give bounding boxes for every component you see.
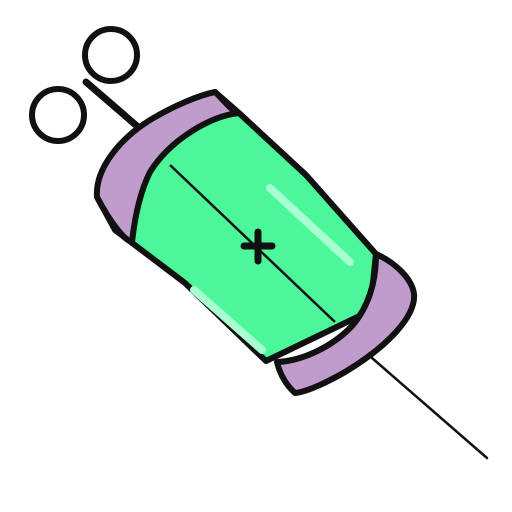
needle <box>370 356 489 460</box>
barrel-highlight <box>266 184 354 266</box>
finger-ring-top <box>82 26 140 84</box>
bottom-cap <box>274 251 418 396</box>
cross-mark <box>240 228 276 265</box>
finger-ring-left <box>29 86 87 144</box>
plunger-rod <box>82 78 149 137</box>
syringe <box>29 26 489 460</box>
barrel-highlight-lower <box>190 286 266 354</box>
top-cap <box>93 89 242 245</box>
